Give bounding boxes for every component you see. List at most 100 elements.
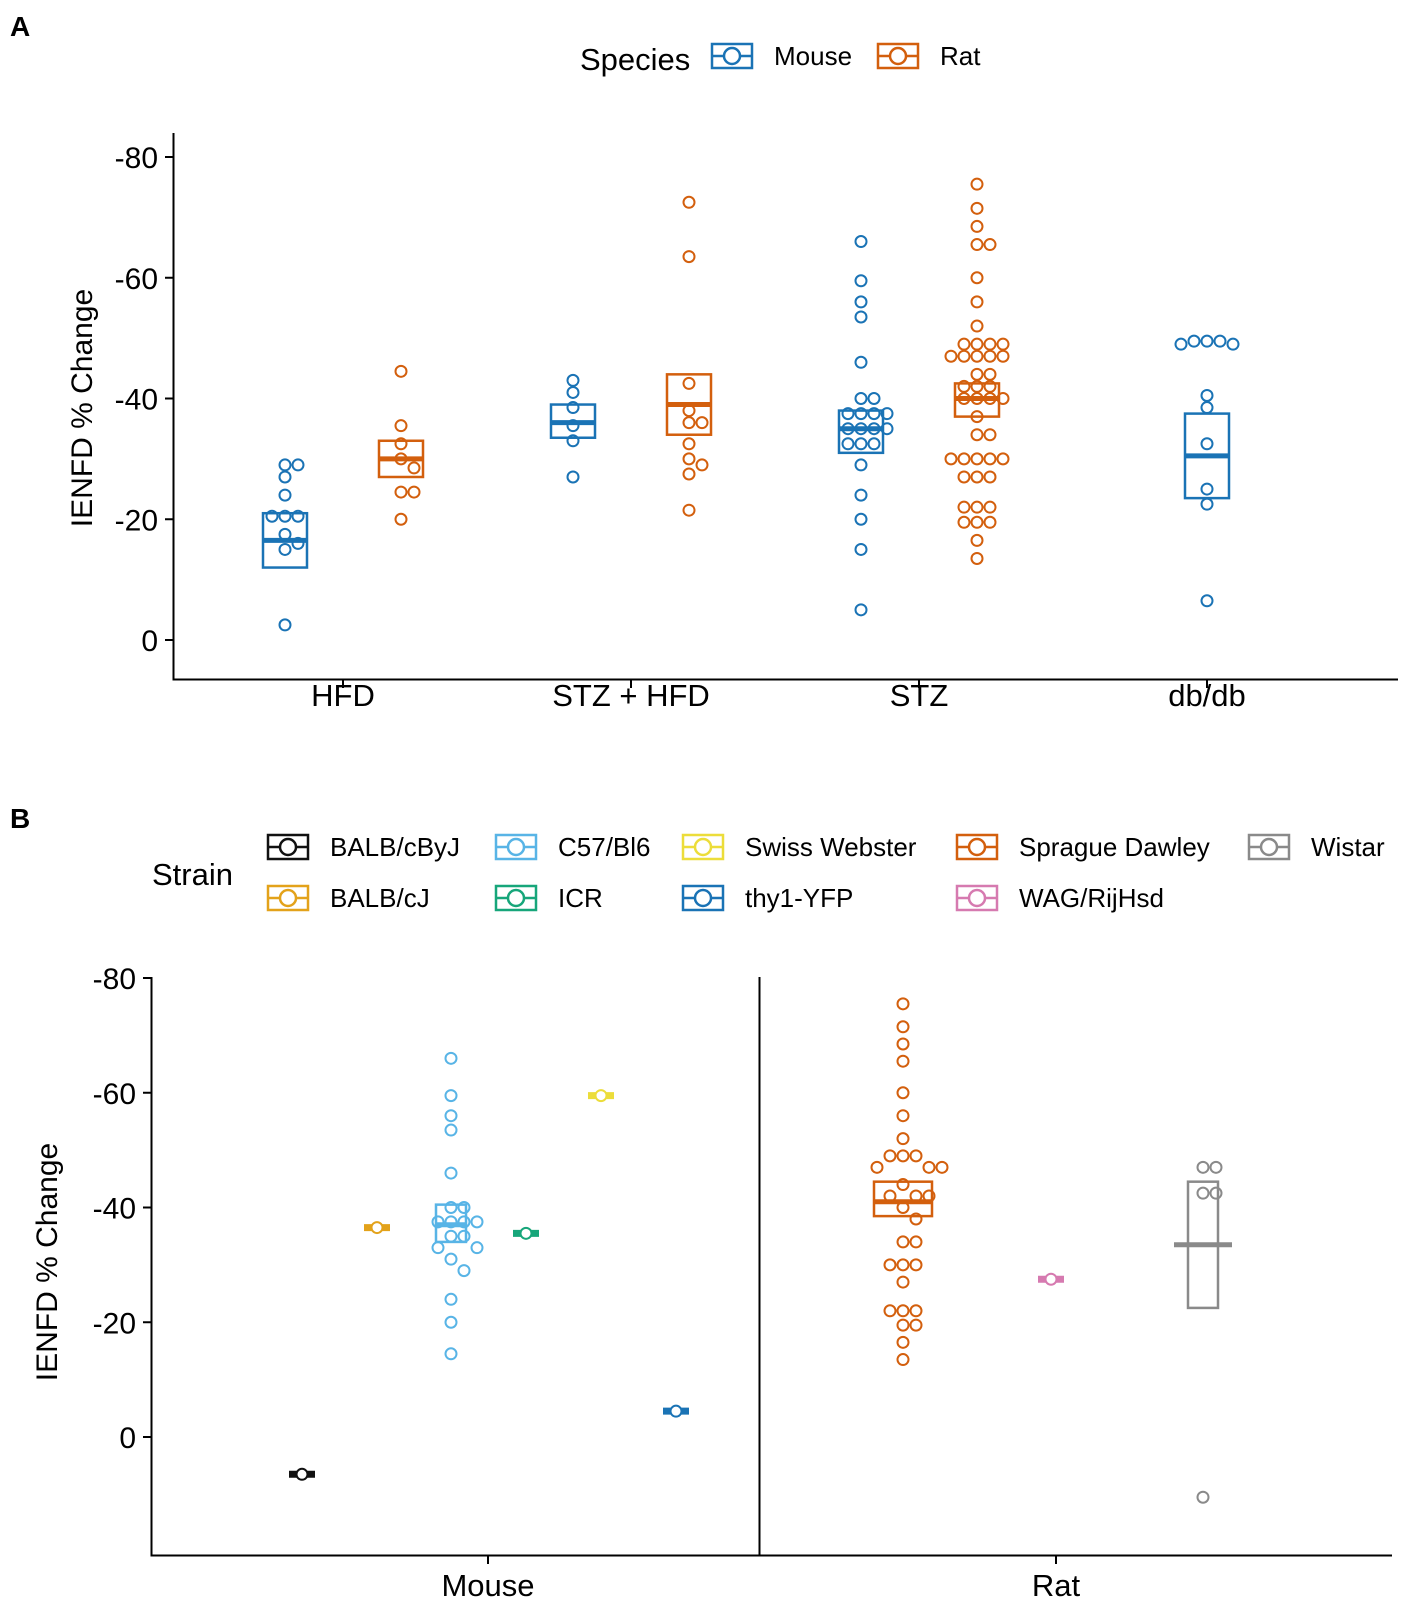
point-db-db-mouse-0 xyxy=(1200,334,1214,348)
point-stz-hfd-mouse-5 xyxy=(566,470,580,484)
point-hfd-rat-0 xyxy=(394,364,408,378)
point-stz-hfd-rat-4 xyxy=(682,416,696,430)
point-stz-rat-22 xyxy=(970,392,984,405)
point-stz-rat-21 xyxy=(957,379,971,393)
point-stz-rat-31 xyxy=(957,452,971,466)
point-stz-hfd-rat-8 xyxy=(695,458,709,472)
point-stz-rat-30 xyxy=(983,452,997,466)
point-stz-hfd-rat-5 xyxy=(695,416,709,430)
point-mouse-c57-bl6-14 xyxy=(470,1241,484,1255)
point-mouse-c57-bl6-1 xyxy=(444,1089,458,1103)
legend-swiss-webster-key-dot xyxy=(693,837,713,857)
point-mouse-swiss-webster-0 xyxy=(594,1089,608,1103)
point-db-db-mouse-5 xyxy=(1200,388,1214,402)
point-hfd-rat-1 xyxy=(394,419,408,433)
point-rat-sprague-dawley-2 xyxy=(896,1037,910,1051)
point-stz-hfd-mouse-1 xyxy=(566,385,580,399)
point-stz-mouse-1 xyxy=(854,274,868,288)
point-stz-mouse-6 xyxy=(867,392,881,405)
point-stz-mouse-14 xyxy=(880,422,894,436)
point-db-db-mouse-8 xyxy=(1200,482,1214,496)
point-mouse-c57-bl6-11 xyxy=(444,1229,458,1243)
point-rat-sprague-dawley-23 xyxy=(883,1258,897,1272)
legend-balb-cbyj-key-dot xyxy=(278,837,298,857)
point-mouse-c57-bl6-10 xyxy=(470,1215,484,1229)
point-rat-sprague-dawley-6 xyxy=(896,1132,910,1146)
point-stz-rat-9 xyxy=(983,337,997,351)
legend-species: Species Mouse Rat xyxy=(580,41,981,77)
point-stz-mouse-13 xyxy=(841,422,855,436)
point-rat-sprague-dawley-4 xyxy=(896,1086,910,1100)
point-rat-wistar-0 xyxy=(1196,1160,1210,1174)
panel-a-label: A xyxy=(10,11,30,42)
point-db-db-mouse-9 xyxy=(1200,497,1214,511)
point-rat-sprague-dawley-24 xyxy=(896,1275,910,1289)
y-tick-label-b-60: -60 xyxy=(93,1078,136,1111)
group-stz-rat xyxy=(944,177,1010,565)
legend-strain: Strain BALB/cByJ BALB/cJ C57/Bl6 ICR Swiss W… xyxy=(152,832,1385,913)
point-stz-mouse-22 xyxy=(854,603,868,617)
point-rat-sprague-dawley-16 xyxy=(922,1189,936,1203)
point-stz-rat-36 xyxy=(957,470,971,484)
point-stz-rat-11 xyxy=(996,337,1010,351)
point-mouse-c57-bl6-3 xyxy=(444,1123,458,1137)
point-hfd-mouse-6 xyxy=(265,509,279,523)
legend-wistar-key-dot xyxy=(1259,837,1279,857)
box-stz-mouse xyxy=(837,409,885,455)
point-rat-wag-rijhsd-0 xyxy=(1044,1272,1058,1286)
legend-wag-rijhsd-key-dot xyxy=(967,888,987,908)
point-stz-rat-12 xyxy=(970,349,984,363)
group-mouse-icr xyxy=(513,1226,539,1240)
legend-thy1-yfp-label: thy1-YFP xyxy=(745,883,853,913)
point-mouse-c57-bl6-7 xyxy=(444,1215,458,1229)
legend-sprague-dawley-key-dot xyxy=(967,837,987,857)
point-stz-hfd-rat-3 xyxy=(682,404,696,418)
point-rat-sprague-dawley-15 xyxy=(883,1189,897,1203)
panel-a: A Species Mouse Rat IENFD % Change -80 -60… xyxy=(10,11,1398,713)
point-rat-wistar-3 xyxy=(1209,1186,1223,1200)
point-stz-rat-4 xyxy=(983,238,997,252)
point-mouse-c57-bl6-16 xyxy=(457,1264,471,1278)
group-hfd-mouse xyxy=(261,458,309,632)
point-rat-sprague-dawley-18 xyxy=(909,1212,923,1226)
point-stz-rat-41 xyxy=(983,515,997,529)
point-hfd-mouse-0 xyxy=(278,458,292,472)
point-stz-mouse-20 xyxy=(854,512,868,526)
point-stz-rat-0 xyxy=(970,177,984,191)
point-mouse-c57-bl6-0 xyxy=(444,1051,458,1065)
point-mouse-c57-bl6-19 xyxy=(444,1347,458,1361)
point-rat-sprague-dawley-30 xyxy=(896,1335,910,1349)
legend-mouse-label: Mouse xyxy=(774,41,852,71)
point-mouse-c57-bl6-17 xyxy=(444,1292,458,1306)
point-stz-rat-14 xyxy=(957,349,971,363)
group-mouse-c57-bl6 xyxy=(431,1051,484,1361)
y-tick-label-b-40: -40 xyxy=(93,1193,136,1226)
point-stz-hfd-mouse-4 xyxy=(566,434,580,448)
legend-mouse-key-dot xyxy=(722,46,742,66)
box-rat-sprague-dawley xyxy=(872,1180,934,1218)
y-tick-label-a-80: -80 xyxy=(115,142,158,175)
point-stz-rat-19 xyxy=(970,379,984,393)
group-mouse-thy1-yfp xyxy=(663,1404,689,1418)
point-stz-rat-32 xyxy=(996,452,1010,466)
x-tick-label-b-mouse: Mouse xyxy=(441,1568,534,1603)
point-stz-rat-18 xyxy=(983,367,997,381)
point-hfd-mouse-9 xyxy=(278,542,292,556)
point-hfd-mouse-3 xyxy=(278,488,292,502)
point-stz-mouse-10 xyxy=(880,407,894,421)
point-stz-mouse-3 xyxy=(854,310,868,324)
point-stz-rat-25 xyxy=(996,392,1010,405)
point-stz-rat-43 xyxy=(970,533,984,547)
point-rat-sprague-dawley-20 xyxy=(909,1235,923,1249)
point-stz-mouse-12 xyxy=(867,422,881,436)
point-mouse-c57-bl6-9 xyxy=(431,1215,445,1229)
point-stz-hfd-rat-0 xyxy=(682,195,696,209)
legend-icr-label: ICR xyxy=(558,883,603,913)
legend-wistar-label: Wistar xyxy=(1311,832,1385,862)
point-rat-sprague-dawley-1 xyxy=(896,1020,910,1034)
point-stz-mouse-7 xyxy=(854,407,868,421)
point-stz-rat-1 xyxy=(970,201,984,215)
point-stz-mouse-15 xyxy=(854,437,868,451)
point-stz-rat-8 xyxy=(970,337,984,351)
